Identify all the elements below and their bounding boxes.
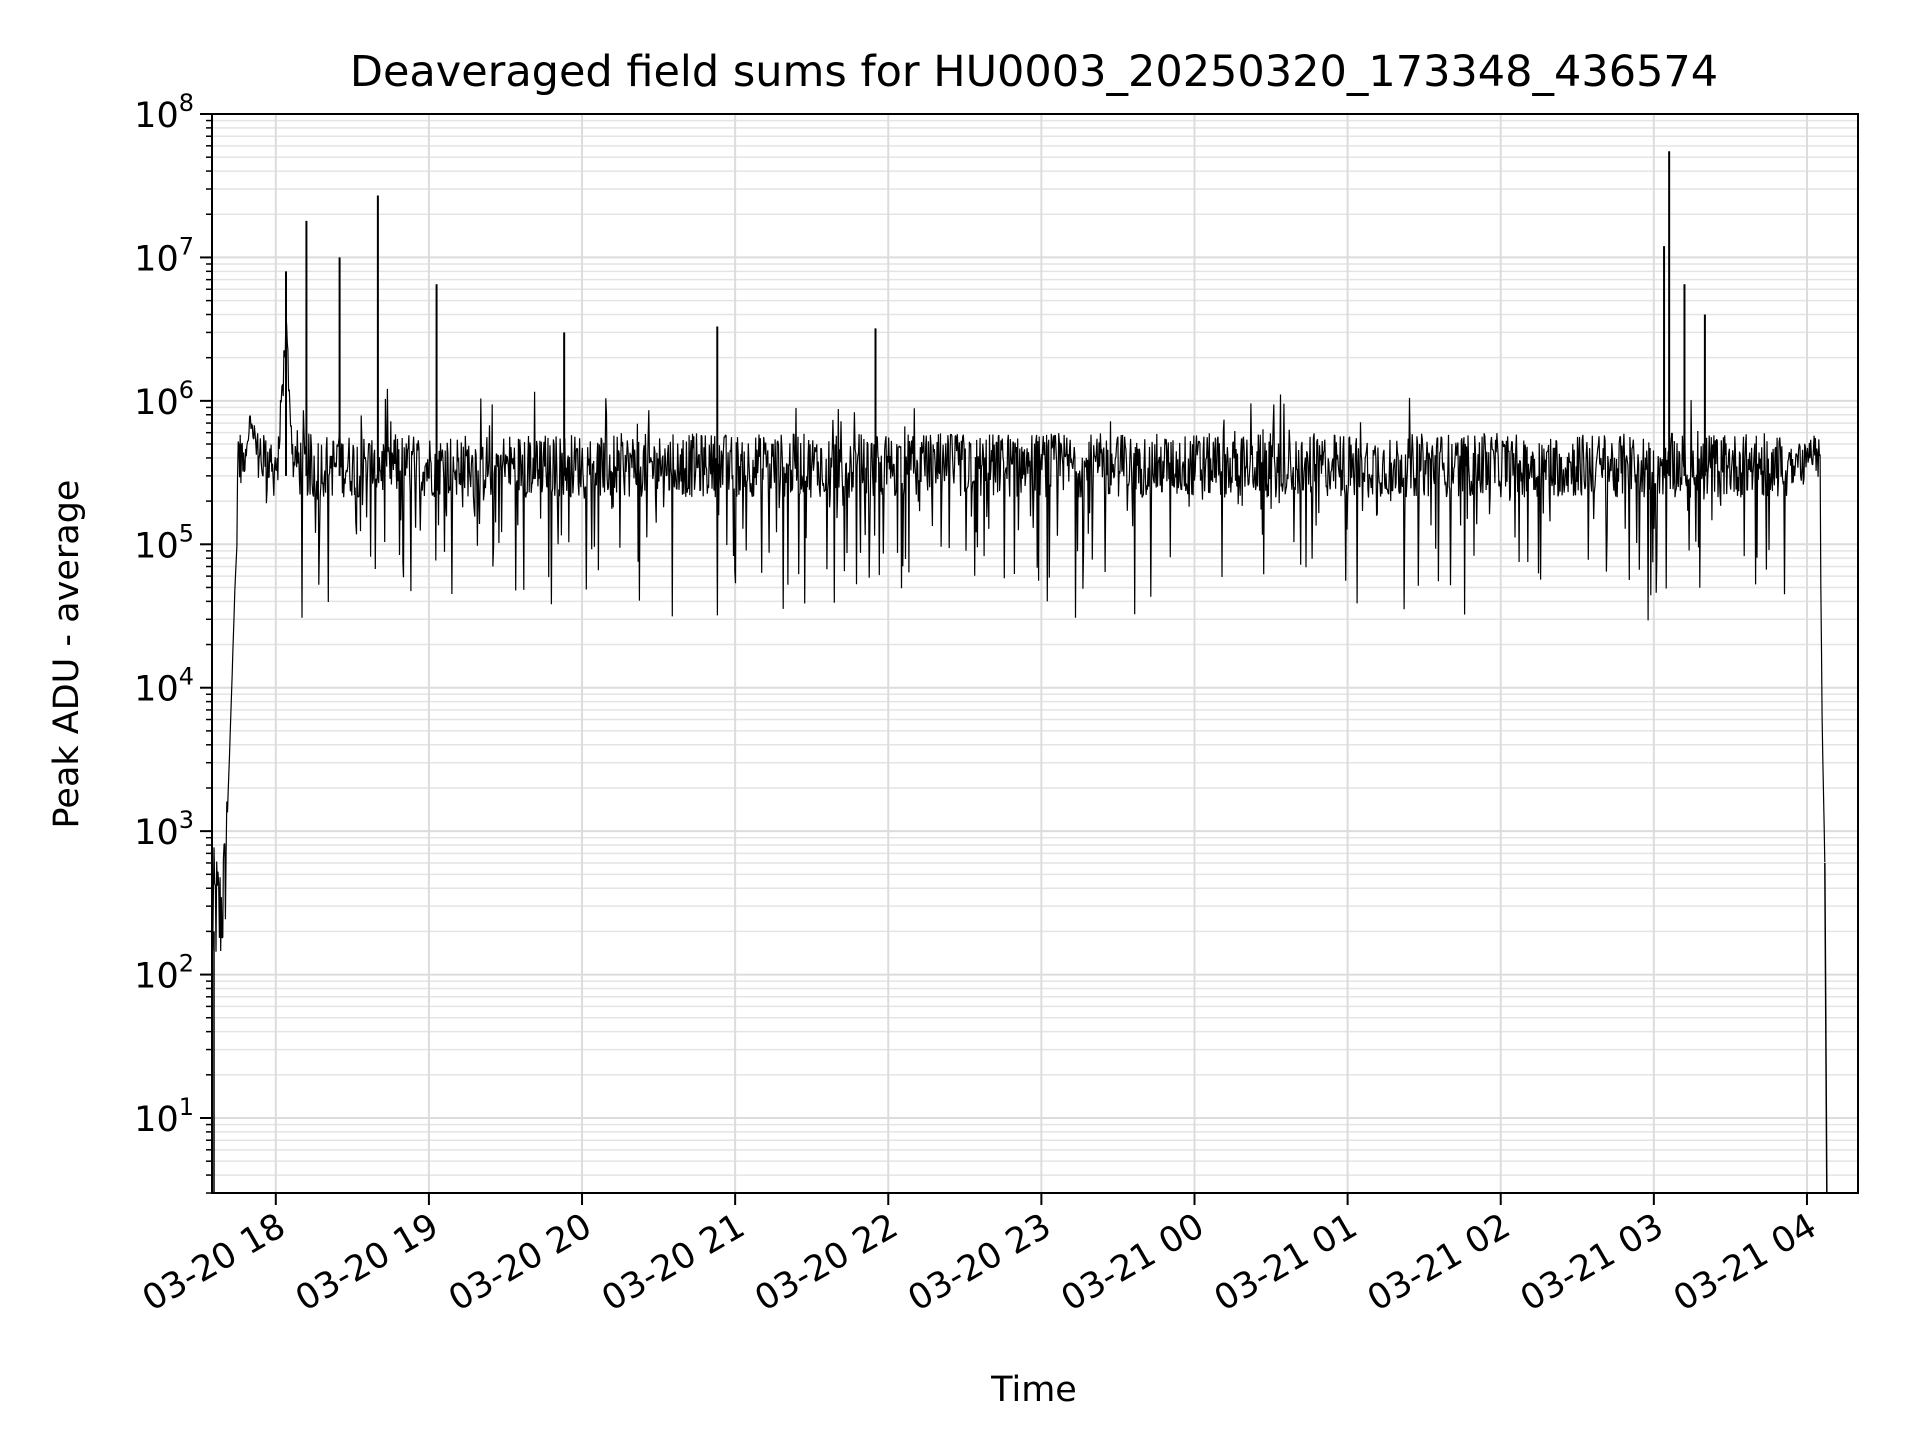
- y-tick-label: 103: [134, 806, 194, 853]
- plot-area-frame: [211, 113, 1859, 1194]
- series-tail: [1824, 862, 1828, 1194]
- y-tick-label: 105: [134, 519, 194, 566]
- series-area: [211, 151, 1828, 1194]
- y-tick-label: 101: [134, 1093, 194, 1140]
- y-tick-label: 107: [134, 232, 194, 279]
- y-tick-label: 106: [134, 376, 194, 423]
- y-axis-label: Peak ADU - average: [47, 480, 87, 829]
- major-gridlines: [212, 113, 1858, 1193]
- chart-title: Deaveraged field sums for HU0003_2025032…: [350, 47, 1718, 97]
- y-tick-label: 104: [134, 663, 194, 710]
- y-tick-label: 102: [134, 950, 194, 997]
- x-axis-label: Time: [990, 1370, 1077, 1410]
- minor-gridlines: [212, 119, 1858, 1194]
- y-tick-label: 108: [134, 89, 194, 136]
- series-line: [211, 317, 1826, 952]
- y-axis-ticks: 101 102 103 104 105 106 107 108: [134, 89, 212, 1194]
